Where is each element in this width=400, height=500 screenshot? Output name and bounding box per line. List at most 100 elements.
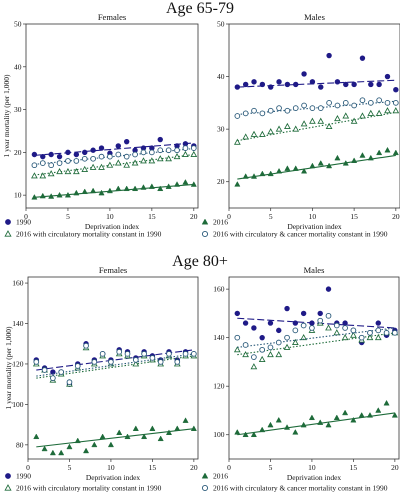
- data-point-2016-with-circulatory-cancer-mortality-constant-in-1990: [124, 350, 131, 357]
- data-point-2016-with-circulatory-mortality-constant-in-1990: [106, 161, 114, 168]
- data-point-2016-with-circulatory-cancer-mortality-constant-in-1990: [73, 158, 80, 164]
- data-point-2016-with-circulatory-cancer-mortality-constant-in-1990: [39, 160, 46, 166]
- data-point-2016-with-circulatory-mortality-constant-in-1990: [47, 170, 55, 177]
- data-point-2016-with-circulatory-cancer-mortality-constant-in-1990: [31, 162, 38, 169]
- data-point-1990: [343, 81, 349, 88]
- data-point-2016-with-circulatory-cancer-mortality-constant-in-1990: [50, 375, 56, 381]
- data-point-2016-with-circulatory-mortality-constant-in-1990: [275, 351, 283, 358]
- data-point-2016-with-circulatory-cancer-mortality-constant-in-1990: [317, 317, 324, 324]
- section-title: Age 80+: [172, 253, 228, 270]
- x-tick-label: 10: [107, 463, 115, 472]
- data-point-1990: [351, 81, 357, 88]
- y-tick-label: 100: [213, 430, 225, 439]
- x-tick-label: 5: [68, 463, 72, 472]
- chart-panel-age-80--females: Females 80 100 120 140 160 0 5 10 15 20 Deprivation…: [4, 265, 199, 482]
- data-point-2016: [250, 173, 258, 179]
- data-point-2016: [309, 162, 316, 169]
- data-point-2016: [91, 441, 98, 448]
- data-point-1990: [309, 320, 315, 326]
- section-title: Age 65-79: [166, 0, 234, 17]
- x-tick-label: 20: [190, 212, 198, 221]
- data-point-2016-with-circulatory-cancer-mortality-constant-in-1990: [234, 113, 241, 119]
- data-point-2016: [106, 187, 113, 194]
- data-point-2016-with-circulatory-cancer-mortality-constant-in-1990: [190, 145, 197, 151]
- data-point-2016-with-circulatory-mortality-constant-in-1990: [275, 125, 283, 132]
- data-point-2016-with-circulatory-cancer-mortality-constant-in-1990: [301, 102, 307, 109]
- data-point-2016-with-circulatory-mortality-constant-in-1990: [182, 150, 189, 157]
- data-point-2016-with-circulatory-mortality-constant-in-1990: [190, 150, 198, 157]
- data-point-2016-with-circulatory-cancer-mortality-constant-in-1990: [317, 105, 324, 111]
- data-point-2016-with-circulatory-cancer-mortality-constant-in-1990: [359, 97, 366, 104]
- data-point-1990: [393, 87, 399, 93]
- data-point-2016-with-circulatory-mortality-constant-in-1990: [39, 172, 47, 179]
- panel-title: Males: [304, 265, 325, 275]
- data-point-2016: [174, 425, 181, 431]
- legend: 1990 2016 2016 with circulatory mortality …: [4, 218, 388, 239]
- data-point-2016-with-circulatory-cancer-mortality-constant-in-1990: [242, 110, 249, 117]
- data-point-1990: [31, 151, 38, 158]
- legend-label-2016: 2016: [213, 472, 228, 481]
- data-point-1990: [48, 151, 54, 158]
- data-point-2016: [384, 146, 391, 153]
- data-point-2016: [90, 187, 97, 194]
- data-point-1990: [65, 149, 71, 156]
- data-point-2016: [173, 181, 181, 187]
- data-point-1990: [326, 52, 332, 59]
- data-point-2016-with-circulatory-cancer-mortality-constant-in-1990: [292, 105, 299, 111]
- x-tick-label: 15: [148, 212, 156, 221]
- data-point-2016-with-circulatory-mortality-constant-in-1990: [165, 155, 172, 162]
- x-axis-label: Deprivation index: [86, 473, 141, 482]
- data-point-2016: [259, 170, 266, 177]
- data-point-2016-with-circulatory-cancer-mortality-constant-in-1990: [174, 359, 181, 365]
- data-point-2016: [58, 449, 65, 456]
- data-point-2016: [376, 149, 383, 156]
- data-point-2016: [367, 154, 374, 161]
- data-point-1990: [318, 84, 324, 90]
- x-tick-label: 0: [227, 463, 231, 472]
- x-tick-label: 0: [26, 463, 30, 472]
- data-point-2016: [301, 167, 308, 174]
- data-point-2016-with-circulatory-cancer-mortality-constant-in-1990: [358, 334, 365, 341]
- data-point-2016-with-circulatory-cancer-mortality-constant-in-1990: [81, 155, 88, 162]
- data-point-2016: [157, 435, 164, 442]
- y-tick-label: 140: [12, 319, 24, 328]
- data-point-2016-with-circulatory-cancer-mortality-constant-in-1990: [174, 147, 180, 154]
- legend: 1990 2016 2016 with circulatory mortality …: [4, 472, 388, 493]
- data-point-2016-with-circulatory-cancer-mortality-constant-in-1990: [376, 97, 382, 104]
- data-point-2016-with-circulatory-mortality-constant-in-1990: [148, 157, 156, 164]
- data-point-2016-with-circulatory-cancer-mortality-constant-in-1990: [384, 100, 391, 106]
- x-axis-label: Deprivation index: [287, 222, 342, 231]
- data-point-2016-with-circulatory-mortality-constant-in-1990: [284, 122, 291, 129]
- x-tick-label: 10: [106, 212, 114, 221]
- data-point-2016: [358, 412, 365, 418]
- data-point-2016: [157, 185, 164, 192]
- data-point-2016-with-circulatory-cancer-mortality-constant-in-1990: [234, 334, 241, 341]
- data-point-2016-with-circulatory-mortality-constant-in-1990: [114, 159, 122, 166]
- legend-marker-2016: [201, 218, 209, 225]
- data-point-2016: [325, 421, 332, 428]
- data-point-1990: [82, 149, 88, 156]
- y-tick-label: 160: [12, 279, 24, 288]
- data-point-2016: [351, 157, 358, 163]
- legend-label-2016_circ: 2016 with circulatory mortality constant…: [16, 484, 162, 493]
- data-point-2016: [41, 445, 48, 452]
- data-point-2016-with-circulatory-cancer-mortality-constant-in-1990: [259, 110, 266, 117]
- data-point-2016-with-circulatory-cancer-mortality-constant-in-1990: [259, 346, 266, 353]
- data-point-2016-with-circulatory-cancer-mortality-constant-in-1990: [350, 327, 357, 334]
- data-point-2016-with-circulatory-cancer-mortality-constant-in-1990: [267, 107, 274, 114]
- data-point-2016-with-circulatory-cancer-mortality-constant-in-1990: [157, 359, 164, 365]
- data-point-2016: [64, 191, 72, 198]
- data-point-2016: [124, 433, 131, 440]
- data-point-2016-with-circulatory-cancer-mortality-constant-in-1990: [367, 329, 373, 336]
- data-point-1990: [242, 320, 249, 326]
- data-point-2016: [140, 184, 147, 190]
- data-point-1990: [259, 334, 265, 341]
- data-point-2016-with-circulatory-cancer-mortality-constant-in-1990: [276, 105, 282, 111]
- data-point-2016-with-circulatory-cancer-mortality-constant-in-1990: [33, 359, 40, 365]
- data-point-2016-with-circulatory-mortality-constant-in-1990: [31, 172, 38, 179]
- data-point-2016-with-circulatory-mortality-constant-in-1990: [300, 120, 308, 127]
- data-point-1990: [375, 320, 381, 326]
- data-point-2016: [107, 441, 114, 448]
- legend-marker-2016_circ: [4, 484, 12, 491]
- data-point-2016-with-circulatory-mortality-constant-in-1990: [233, 346, 241, 353]
